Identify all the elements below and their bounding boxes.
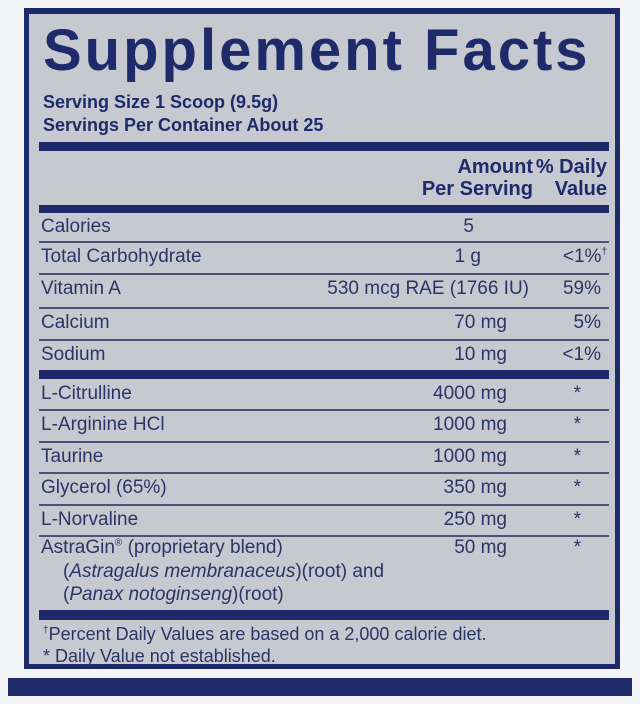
ingredient-row: L-Arginine HCl 1000 mg * (39, 411, 609, 443)
ingredient-amount: 350 mg (443, 477, 507, 498)
divider-thick (39, 205, 609, 213)
ingredient-amount: 1000 mg (433, 414, 507, 435)
dagger-mark: † (601, 246, 607, 258)
footnote-not-established: * Daily Value not established. (43, 646, 276, 666)
nutrient-name: Sodium (41, 344, 106, 365)
dv-header-line1: % Daily (535, 156, 607, 178)
nutrient-row: Calories 5 (39, 213, 609, 243)
nutrient-amount: 10 mg (454, 344, 507, 365)
ingredient-amount: 4000 mg (433, 383, 507, 404)
blend-dv: * (573, 537, 581, 558)
ingredient-name: L-Citrulline (41, 383, 132, 404)
blend-name: AstraGin® (proprietary blend) (41, 537, 283, 558)
servings-per-container: Servings Per Container About 25 (43, 115, 324, 135)
dv-header-line2: Value (554, 178, 607, 200)
ingredient-dv: * (573, 414, 581, 435)
nutrient-dv: <1% (562, 246, 602, 267)
ingredient-amount: 250 mg (443, 509, 507, 530)
divider-thick (39, 370, 609, 379)
ingredient-row: Glycerol (65%) 350 mg * (39, 474, 609, 506)
nutrient-name: Calcium (41, 312, 110, 333)
amount-header-line1: Amount (457, 156, 533, 178)
blend-ingredient-1: (Astragalus membranaceus)(root) and (63, 561, 385, 582)
blend-ingredient-2: (Panax notoginseng)(root) (63, 584, 284, 605)
ingredient-amount: 1000 mg (433, 446, 507, 467)
footnote-daily-values: †Percent Daily Values are based on a 2,0… (43, 624, 487, 644)
nutrient-row: Vitamin A 530 mcg RAE (1766 IU) 59% (39, 275, 609, 309)
ingredient-row: L-Citrulline 4000 mg * (39, 380, 609, 411)
ingredient-name: Glycerol (65%) (41, 477, 167, 498)
divider-thick (39, 610, 609, 620)
ingredient-row: Taurine 1000 mg * (39, 443, 609, 474)
blend-row: AstraGin® (proprietary blend) (Astragalu… (39, 537, 609, 609)
divider-thick (39, 142, 609, 151)
nutrient-row: Total Carbohydrate 1 g <1%† (39, 243, 609, 275)
ingredient-row: L-Norvaline 250 mg * (39, 506, 609, 537)
bottom-bar (8, 678, 632, 696)
nutrient-amount: 1 g (454, 246, 481, 267)
serving-size: Serving Size 1 Scoop (9.5g) (43, 92, 279, 112)
ingredient-dv: * (573, 477, 581, 498)
nutrient-row: Calcium 70 mg 5% (39, 309, 609, 341)
ingredient-dv: * (573, 383, 581, 404)
nutrient-dv: 59% (562, 278, 601, 299)
nutrient-amount: 530 mcg RAE (1766 IU) (327, 278, 529, 299)
nutrient-row: Sodium 10 mg <1% (39, 341, 609, 369)
ingredient-name: Taurine (41, 446, 104, 467)
ingredient-name: L-Norvaline (41, 509, 139, 530)
nutrient-amount: 5 (463, 216, 474, 237)
nutrient-name: Calories (41, 216, 111, 237)
nutrient-dv: 5% (573, 312, 601, 333)
dv-header: % Daily Value (536, 156, 607, 200)
supplement-facts-panel: Supplement Facts Serving Size 1 Scoop (9… (24, 8, 620, 669)
amount-header-line2: Per Serving (421, 178, 533, 200)
nutrient-name: Total Carbohydrate (41, 246, 202, 267)
ingredient-dv: * (573, 446, 581, 467)
nutrient-name: Vitamin A (41, 278, 121, 299)
nutrient-dv: <1% (562, 344, 601, 365)
ingredient-name: L-Arginine HCl (41, 414, 165, 435)
amount-header: Amount Per Serving (422, 156, 533, 200)
panel-title: Supplement Facts (43, 18, 591, 83)
blend-amount: 50 mg (454, 537, 507, 558)
ingredient-dv: * (573, 509, 581, 530)
nutrient-amount: 70 mg (454, 312, 507, 333)
